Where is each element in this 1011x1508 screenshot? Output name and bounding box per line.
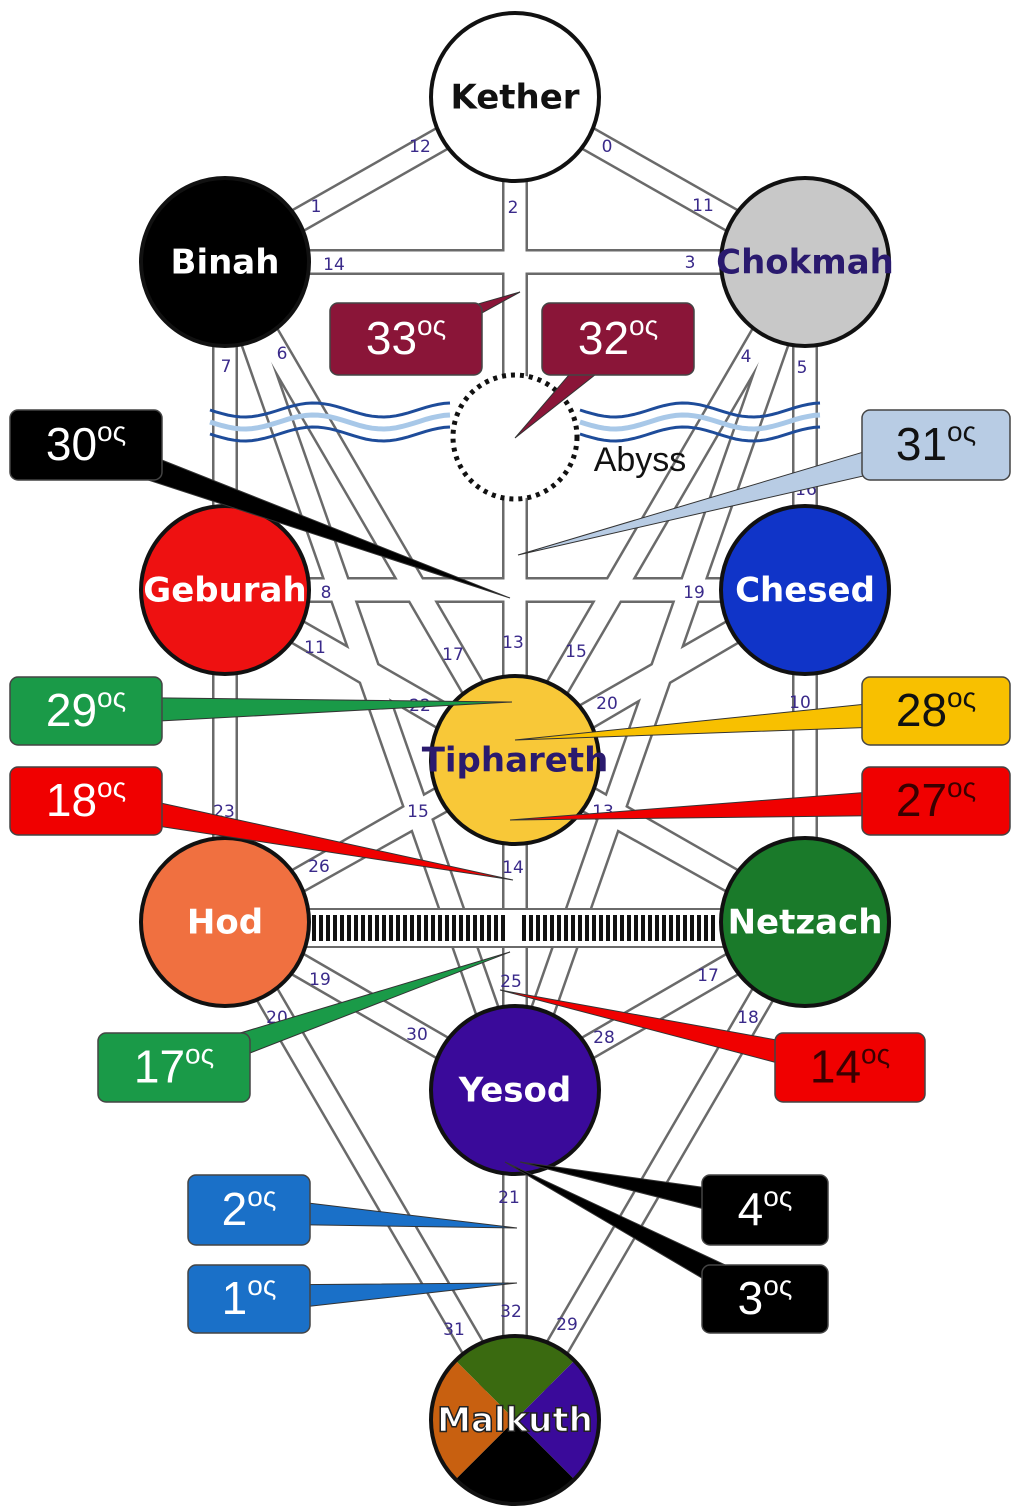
callout-number: 30 <box>46 418 97 470</box>
callout-suffix: ος <box>97 416 126 447</box>
tree-of-life: Abyss12012111437645168191117131522201023… <box>0 0 1011 1508</box>
callout-suffix: ος <box>763 1181 792 1212</box>
path-number: 21 <box>498 1188 520 1208</box>
callout-suffix: ος <box>247 1181 276 1212</box>
path-number: 29 <box>556 1315 578 1335</box>
path-number: 5 <box>797 358 808 378</box>
path-number: 7 <box>221 357 232 377</box>
path-number: 13 <box>502 633 524 653</box>
callout-number: 3 <box>738 1272 764 1324</box>
path-number: 14 <box>323 255 345 275</box>
path-number: 8 <box>321 583 332 603</box>
path-number: 19 <box>309 970 331 990</box>
callout-suffix: ος <box>97 772 126 803</box>
callout-number: 28 <box>896 684 947 736</box>
node-label: Tiphareth <box>422 741 609 781</box>
path-number: 17 <box>697 966 719 986</box>
path-number: 25 <box>500 972 522 992</box>
callout-number: 1 <box>222 1272 248 1324</box>
callout-number: 2 <box>222 1183 248 1235</box>
callout-number: 32 <box>578 312 629 364</box>
callout-number: 31 <box>896 418 947 470</box>
node-label: Chokmah <box>716 243 894 283</box>
callout-number: 29 <box>46 684 97 736</box>
callout-suffix: ος <box>861 1039 890 1070</box>
callout-number: 14 <box>810 1041 861 1093</box>
callout-suffix: ος <box>947 682 976 713</box>
path-number: 15 <box>407 802 429 822</box>
path-number: 17 <box>442 645 464 665</box>
callout-number: 27 <box>896 774 947 826</box>
path-number: 15 <box>565 642 587 662</box>
path-number: 18 <box>737 1008 759 1028</box>
callout-suffix: ος <box>947 416 976 447</box>
path-number: 11 <box>692 196 714 216</box>
node-label: Geburah <box>143 571 306 611</box>
node-label: Hod <box>187 903 263 943</box>
path-number: 12 <box>409 137 431 157</box>
node-label: Netzach <box>728 903 883 943</box>
path-number: 0 <box>602 137 613 157</box>
abyss-label: Abyss <box>594 441 687 479</box>
path-number: 32 <box>500 1302 522 1322</box>
callout-suffix: ος <box>185 1039 214 1070</box>
node-label: Chesed <box>735 571 875 611</box>
node-label: Malkuth <box>437 1401 593 1441</box>
path-number: 20 <box>596 694 618 714</box>
callout-number: 33 <box>366 312 417 364</box>
path-number: 31 <box>443 1320 465 1340</box>
callout-suffix: ος <box>947 772 976 803</box>
path-number: 30 <box>406 1025 428 1045</box>
node-label: Kether <box>450 78 579 118</box>
callout-number: 17 <box>134 1041 185 1093</box>
callout-suffix: ος <box>763 1270 792 1301</box>
path-number: 11 <box>304 638 326 658</box>
path-number: 26 <box>308 857 330 877</box>
path-number: 14 <box>502 858 524 878</box>
path-number: 19 <box>683 583 705 603</box>
node-label: Yesod <box>458 1071 572 1111</box>
callout-number: 18 <box>46 774 97 826</box>
path-number: 3 <box>685 253 696 273</box>
path-number: 4 <box>741 347 752 367</box>
path-number: 28 <box>593 1028 615 1048</box>
path-number: 2 <box>508 198 519 218</box>
node-label: Binah <box>171 243 280 283</box>
callout-suffix: ος <box>629 310 658 341</box>
callout-suffix: ος <box>97 682 126 713</box>
path-number: 6 <box>277 344 288 364</box>
callout-suffix: ος <box>247 1270 276 1301</box>
callout-number: 4 <box>738 1183 764 1235</box>
callout-suffix: ος <box>417 310 446 341</box>
path-number: 1 <box>311 197 322 217</box>
